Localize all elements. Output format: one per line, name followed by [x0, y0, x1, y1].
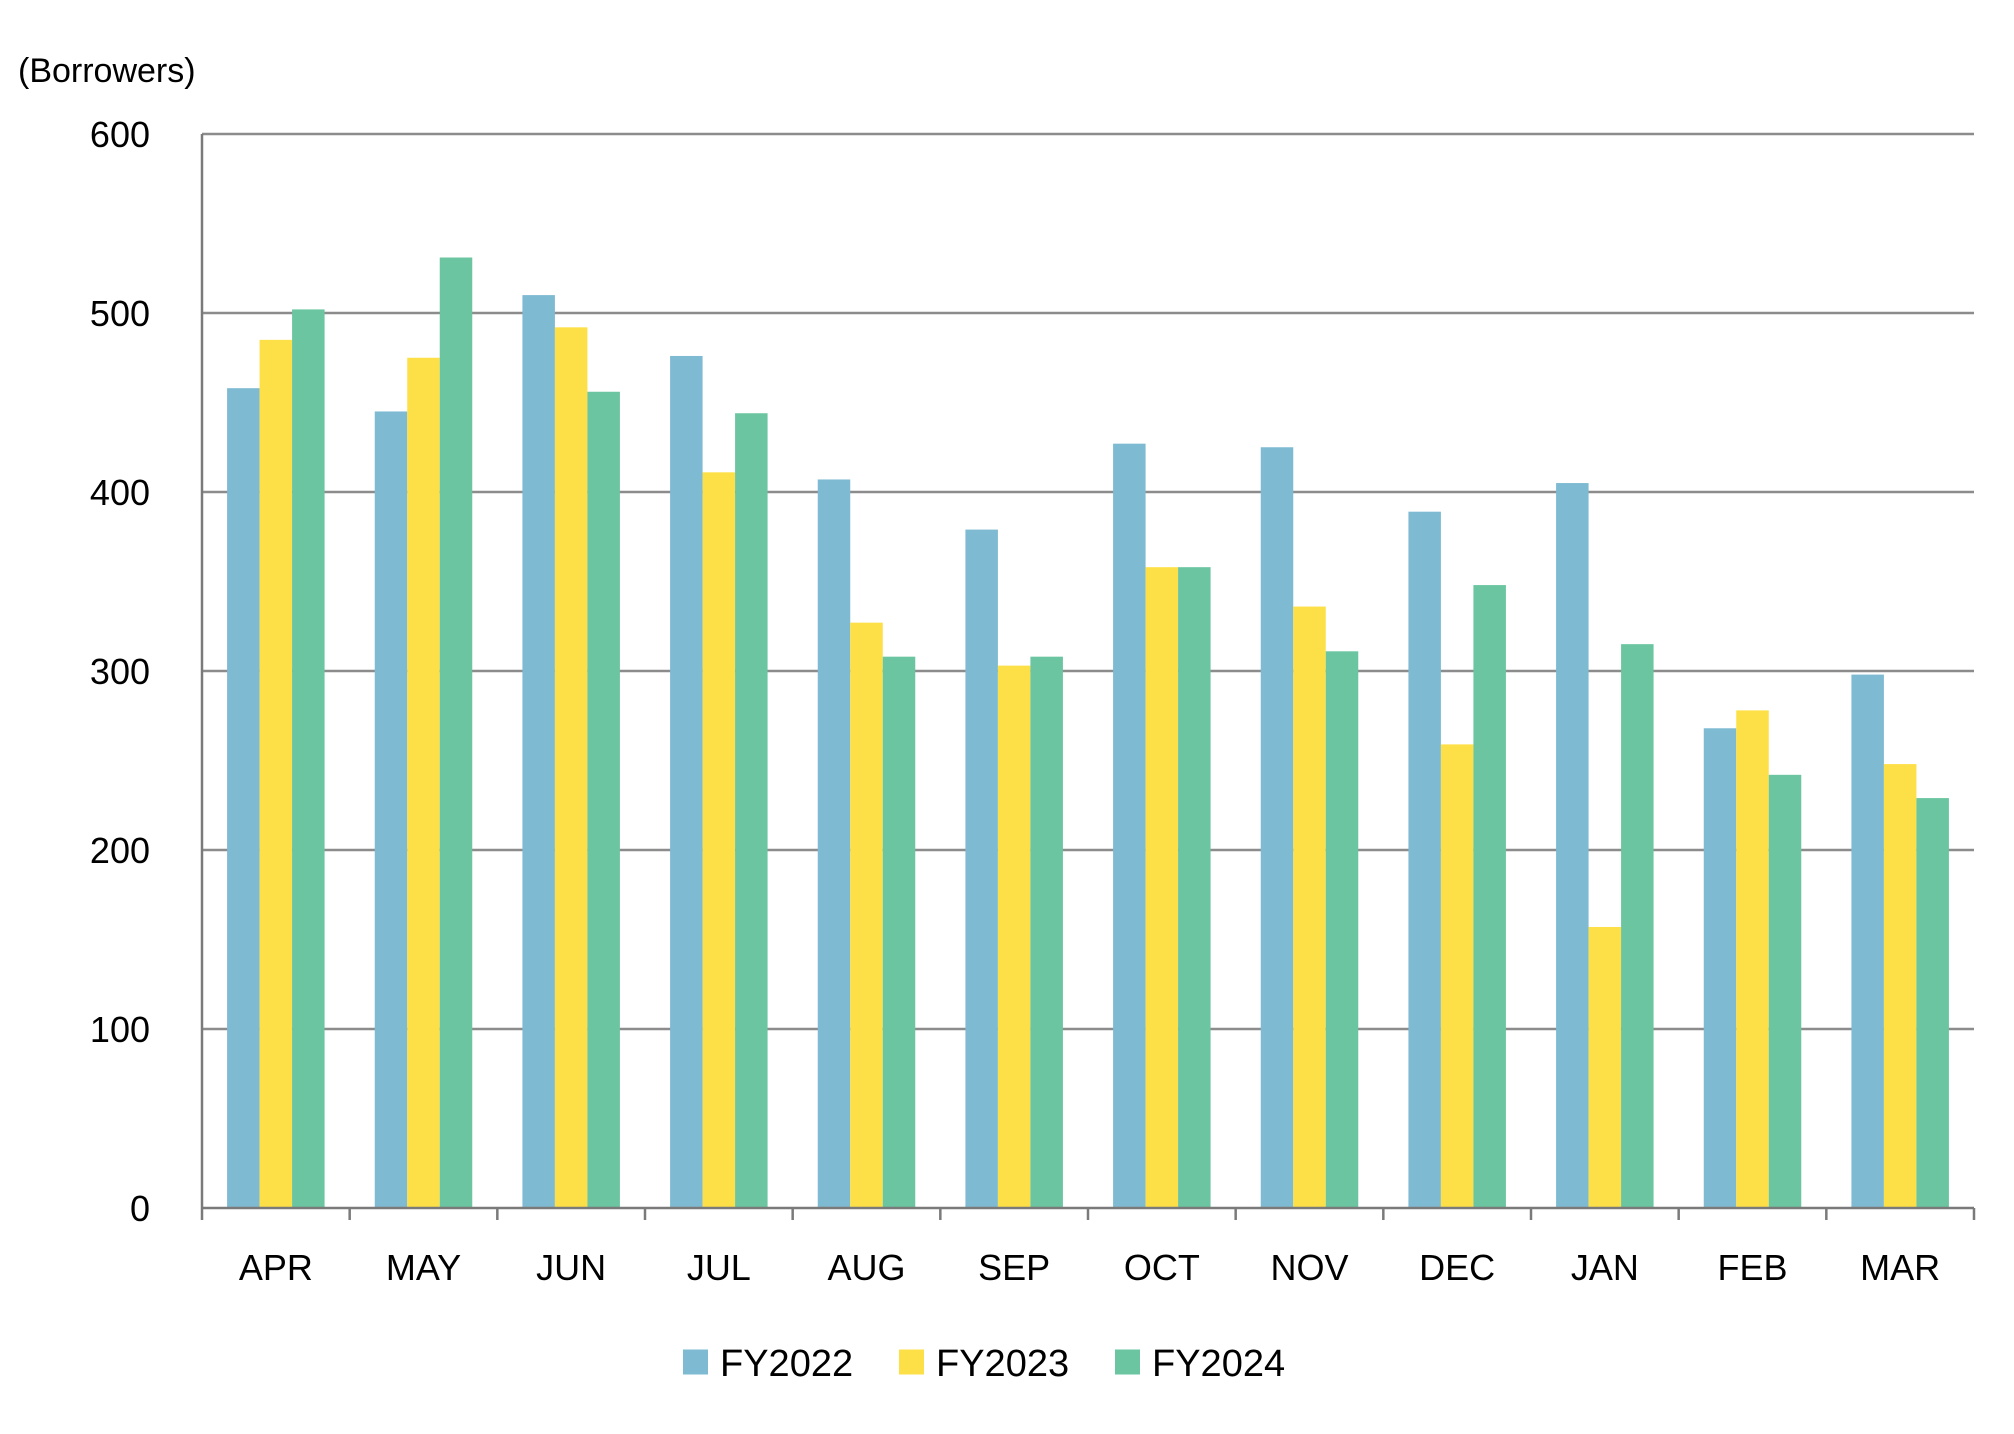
bar: [1178, 567, 1211, 1208]
bar: [1851, 674, 1884, 1208]
bar: [259, 339, 293, 1209]
bar: [374, 411, 408, 1208]
axes: [200, 134, 1976, 1220]
y-tick-label: 0: [130, 1188, 150, 1229]
x-tick-labels: APR MAY JUN JUL AUG SEP OCT NOV DEC JAN FEB MAR: [239, 1247, 1940, 1288]
x-tick-label: MAY: [386, 1247, 461, 1288]
bars: [227, 257, 1949, 1209]
bar: [1145, 567, 1179, 1208]
bar: [735, 413, 768, 1208]
bar: [965, 529, 998, 1208]
legend-label: FY2022: [720, 1343, 853, 1385]
x-tick-label: JUN: [536, 1247, 606, 1288]
x-tick-label: DEC: [1419, 1247, 1495, 1288]
bar: [1325, 651, 1359, 1208]
y-tick-label: 400: [90, 472, 150, 513]
bar: [670, 355, 703, 1209]
y-tick-label: 500: [90, 293, 150, 334]
x-tick-label: NOV: [1270, 1247, 1348, 1288]
bar: [1408, 511, 1441, 1208]
x-tick-label: JUL: [687, 1247, 751, 1288]
bar: [554, 327, 588, 1208]
bar: [439, 257, 473, 1208]
bar: [1473, 585, 1506, 1208]
bar: [1768, 774, 1802, 1208]
legend-label: FY2024: [1152, 1343, 1285, 1385]
bar: [1916, 798, 1949, 1208]
x-tick-label: SEP: [978, 1247, 1050, 1288]
bar: [1113, 443, 1146, 1208]
x-tick-label: FEB: [1717, 1247, 1787, 1288]
bar: [817, 479, 851, 1209]
bar: [1030, 656, 1063, 1208]
bar: [1556, 483, 1589, 1208]
legend-swatch: [683, 1349, 708, 1375]
bar: [997, 665, 1031, 1208]
bar: [522, 295, 555, 1209]
legend: FY2022 FY2023 FY2024: [683, 1343, 1285, 1385]
bar: [1703, 728, 1737, 1208]
bar: [1883, 764, 1917, 1208]
x-tick-label: AUG: [827, 1247, 905, 1288]
bar: [292, 309, 325, 1208]
gridlines: [202, 132, 1974, 1031]
y-tick-label: 300: [90, 651, 150, 692]
x-tick-label: APR: [239, 1247, 313, 1288]
x-tick-label: OCT: [1124, 1247, 1200, 1288]
bar: [1293, 606, 1326, 1208]
bar: [587, 391, 620, 1208]
legend-swatch: [899, 1349, 924, 1375]
bar: [227, 388, 260, 1208]
y-tick-label: 100: [90, 1009, 150, 1050]
x-tick-label: JAN: [1571, 1247, 1639, 1288]
bar: [407, 357, 440, 1208]
bar: [1588, 926, 1622, 1208]
y-tick-labels: 0 100 200 300 400 500 600: [90, 114, 150, 1229]
legend-label: FY2023: [936, 1343, 1069, 1385]
y-tick-label: 600: [90, 114, 150, 155]
legend-swatch: [1115, 1349, 1140, 1375]
bar: [1260, 447, 1294, 1208]
bar: [1736, 710, 1769, 1208]
bar: [1621, 644, 1654, 1208]
bar: [1440, 744, 1474, 1208]
bar: [850, 622, 883, 1208]
bar: [882, 656, 916, 1208]
y-tick-label: 200: [90, 830, 150, 871]
bar: [702, 472, 736, 1208]
x-tick-label: MAR: [1860, 1247, 1940, 1288]
y-axis-unit-label: (Borrowers): [18, 52, 196, 90]
